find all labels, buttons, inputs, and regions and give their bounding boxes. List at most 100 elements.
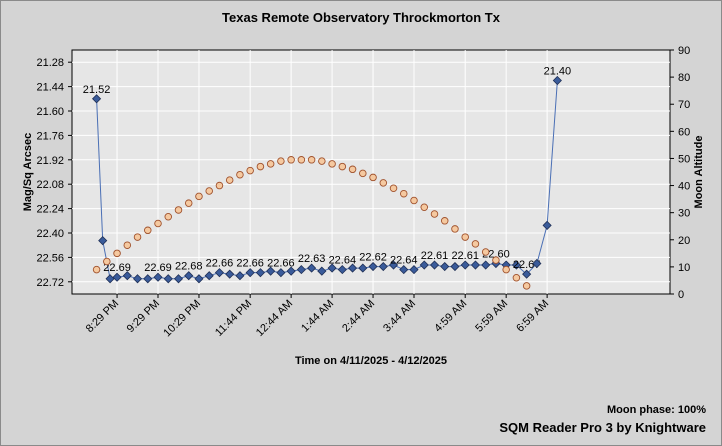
data-point bbox=[532, 258, 542, 269]
left-tick-label: 21.60 bbox=[36, 106, 64, 118]
left-tick-label: 21.28 bbox=[36, 57, 64, 69]
data-point bbox=[440, 217, 449, 225]
x-tick-label: 3:44 AM bbox=[381, 298, 418, 335]
data-point bbox=[429, 260, 440, 270]
right-tick-label: 0 bbox=[678, 289, 684, 301]
data-label: 21.52 bbox=[83, 84, 111, 96]
data-point bbox=[214, 268, 225, 278]
data-point bbox=[225, 176, 234, 184]
x-tick-label: 12:44 AM bbox=[254, 298, 295, 339]
data-point bbox=[122, 271, 132, 281]
right-tick-label: 40 bbox=[678, 181, 690, 193]
data-label: 22.64 bbox=[329, 255, 357, 267]
x-tick-label: 5:59 AM bbox=[473, 298, 510, 335]
data-label: 22.69 bbox=[144, 262, 172, 274]
data-point bbox=[235, 271, 245, 281]
data-label: 22.66 bbox=[236, 258, 264, 270]
data-point bbox=[255, 268, 265, 278]
left-tick-label: 21.44 bbox=[36, 82, 64, 94]
data-point bbox=[92, 94, 102, 104]
x-tick-label: 2:44 AM bbox=[340, 298, 377, 335]
data-point bbox=[144, 226, 152, 235]
data-point bbox=[400, 189, 408, 198]
data-label: 22.61 bbox=[451, 250, 479, 262]
left-tick-label: 22.08 bbox=[36, 179, 64, 191]
grid-lines bbox=[72, 50, 670, 294]
data-point bbox=[337, 265, 347, 275]
right-axis: 0 10 20 30 40 50 60 70 80 90 bbox=[670, 45, 690, 301]
data-point bbox=[359, 169, 367, 178]
data-point bbox=[378, 261, 388, 272]
data-point bbox=[440, 261, 450, 272]
data-point bbox=[277, 157, 285, 165]
software-credit: SQM Reader Pro 3 by Knightware bbox=[499, 420, 706, 435]
data-point bbox=[113, 249, 121, 258]
data-point bbox=[215, 181, 224, 190]
data-point bbox=[123, 241, 132, 249]
data-point bbox=[174, 206, 183, 214]
chart-title: Texas Remote Observatory Throckmorton Tx bbox=[222, 10, 501, 25]
data-point bbox=[492, 256, 500, 264]
data-label: 22.66 bbox=[206, 258, 234, 270]
data-label: 22.62 bbox=[359, 252, 387, 264]
data-point bbox=[245, 268, 255, 278]
left-tick-label: 22.72 bbox=[36, 277, 64, 289]
data-point bbox=[184, 199, 193, 207]
data-point bbox=[481, 260, 491, 270]
data-point bbox=[286, 266, 296, 276]
data-label: 22.69 bbox=[103, 262, 131, 274]
right-tick-label: 60 bbox=[678, 126, 690, 138]
data-point bbox=[163, 274, 173, 284]
data-point bbox=[173, 274, 184, 284]
data-label: 22.68 bbox=[175, 261, 203, 273]
x-axis: 8:29 PM 9:29 PM 10:29 PM 11:44 PM 12:44 AM 1:… bbox=[84, 294, 551, 340]
data-point bbox=[103, 257, 111, 266]
data-point bbox=[358, 263, 368, 273]
data-point bbox=[348, 165, 357, 174]
data-point bbox=[409, 265, 419, 275]
right-tick-label: 70 bbox=[678, 99, 690, 111]
series-1 bbox=[92, 156, 531, 290]
data-point bbox=[154, 219, 162, 228]
plot-area bbox=[71, 49, 671, 295]
data-point bbox=[338, 162, 347, 171]
data-point bbox=[410, 196, 418, 205]
data-point bbox=[153, 272, 163, 282]
data-point bbox=[184, 271, 194, 281]
right-tick-label: 90 bbox=[678, 45, 690, 57]
left-tick-label: 22.24 bbox=[36, 204, 64, 216]
data-point bbox=[430, 210, 439, 218]
left-tick-label: 22.40 bbox=[36, 228, 64, 240]
data-point bbox=[246, 166, 254, 175]
data-label: 21.40 bbox=[544, 66, 572, 78]
left-axis: 21.28 21.44 21.60 21.76 21.92 22.08 22.24 22.40… bbox=[36, 57, 72, 289]
data-point bbox=[256, 162, 265, 171]
data-point bbox=[204, 271, 214, 281]
y-axis-title-right: Moon Altitude bbox=[693, 136, 705, 209]
x-axis-title: Time on 4/11/2025 - 4/12/2025 bbox=[295, 355, 447, 367]
data-point bbox=[164, 212, 173, 221]
data-point bbox=[451, 225, 459, 233]
x-tick-label: 9:29 PM bbox=[125, 298, 162, 335]
x-tick-label: 1:44 AM bbox=[299, 298, 336, 335]
data-point bbox=[327, 263, 337, 273]
data-point bbox=[205, 187, 213, 195]
data-point bbox=[369, 173, 377, 182]
data-label: 22.63 bbox=[298, 253, 326, 265]
data-point bbox=[522, 282, 531, 290]
x-tick-label: 4:59 AM bbox=[432, 298, 469, 335]
data-point bbox=[460, 260, 470, 270]
data-point bbox=[481, 248, 490, 256]
data-point bbox=[132, 274, 143, 284]
data-point bbox=[511, 260, 521, 270]
data-label: 22.66 bbox=[267, 258, 295, 270]
x-tick-label: 6:59 AM bbox=[514, 298, 551, 335]
data-point bbox=[225, 269, 235, 279]
data-point bbox=[296, 265, 306, 275]
data-point bbox=[328, 160, 336, 168]
left-tick-label: 21.76 bbox=[36, 130, 64, 142]
x-tick-label: 10:29 PM bbox=[161, 298, 203, 340]
data-point bbox=[470, 260, 481, 270]
